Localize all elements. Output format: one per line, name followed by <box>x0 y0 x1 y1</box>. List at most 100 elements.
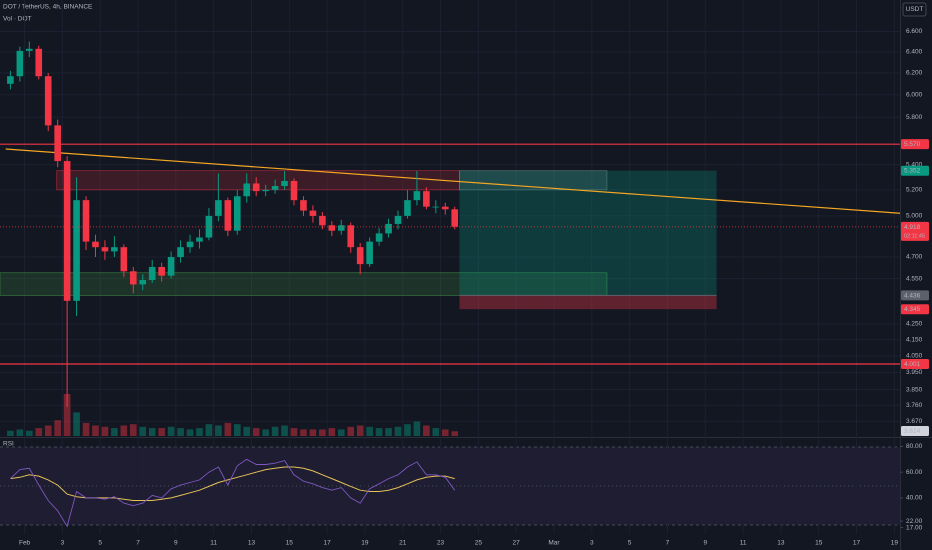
rsi-label: RSI <box>3 441 14 448</box>
x-tick-label: Feb <box>19 540 31 547</box>
volume-bar <box>337 429 345 436</box>
volume-bar <box>441 429 449 436</box>
volume-bar <box>404 424 411 436</box>
y-tick-label: 3.760 <box>906 402 923 409</box>
volume-value-text: 3.614 <box>904 428 921 435</box>
zone[interactable] <box>459 170 608 191</box>
candle-body <box>215 200 222 216</box>
candle-body <box>337 225 345 231</box>
currency-box[interactable] <box>902 2 927 17</box>
x-tick-label: 19 <box>361 540 369 547</box>
candle-body <box>233 196 241 231</box>
volume-bar <box>375 428 383 436</box>
volume-bar <box>101 426 109 436</box>
x-tick-label: 3 <box>61 540 65 547</box>
candle-body <box>394 215 402 224</box>
y-tick-label: 5.200 <box>906 187 923 194</box>
x-tick-label: 21 <box>399 540 407 547</box>
volume-bar <box>385 428 392 436</box>
candle-body <box>148 266 156 281</box>
volume-bar <box>63 394 71 436</box>
level-label-text: 4.001 <box>904 361 921 368</box>
volume-bar <box>394 426 402 436</box>
candle-body <box>441 206 449 210</box>
entry-label-text: 4.436 <box>904 292 921 299</box>
volume-bar <box>148 428 156 436</box>
volume-bar <box>158 428 165 436</box>
volume-bar <box>356 425 364 436</box>
volume-bar <box>35 428 43 436</box>
candle-body <box>186 241 194 248</box>
target-label-text: 5.352 <box>904 168 921 175</box>
y-tick-label: 3.850 <box>906 386 923 393</box>
level-label-text: 5.570 <box>904 141 921 148</box>
x-tick-label: 13 <box>777 540 785 547</box>
stop-label-text: 4.345 <box>904 306 921 313</box>
y-tick-label: 6.000 <box>906 91 923 98</box>
stop-label-box <box>901 304 929 315</box>
candle-body <box>111 247 118 252</box>
volume-bar <box>177 428 184 436</box>
candle-body <box>309 210 317 216</box>
candle-body <box>319 215 326 226</box>
countdown-text: 02:11:45 <box>904 233 925 239</box>
volume-bar <box>366 426 373 436</box>
volume-bar <box>54 420 61 436</box>
candle-body <box>139 280 147 285</box>
candle-body <box>281 180 288 187</box>
position-loss <box>459 295 717 310</box>
candle-body <box>243 183 251 197</box>
candle-body <box>375 233 383 242</box>
x-tick-label: 15 <box>815 540 823 547</box>
rsi-line <box>10 458 456 528</box>
candle-body <box>385 223 392 234</box>
volume-bar <box>300 429 307 436</box>
x-tick-label: 27 <box>513 540 521 547</box>
candle-body <box>158 266 165 276</box>
volume-bar <box>129 424 137 436</box>
volume-bar <box>252 428 260 436</box>
volume-bar <box>262 429 269 436</box>
volume-bar <box>319 429 326 436</box>
current-price-text: 4.918 <box>904 224 921 231</box>
volume-bar <box>92 425 99 436</box>
candle-body <box>196 237 203 242</box>
candle-body <box>413 191 421 201</box>
candle-body <box>356 247 364 265</box>
y-tick-label: 4.700 <box>906 254 923 261</box>
candle-body <box>82 200 90 242</box>
x-tick-label: 11 <box>210 540 217 547</box>
volume-bar <box>205 424 213 436</box>
currency-label[interactable]: USDT <box>906 6 924 13</box>
x-tick-label: 5 <box>628 540 632 547</box>
candle-body <box>44 76 52 126</box>
candle-body <box>252 183 260 192</box>
candle-body <box>224 200 232 231</box>
rsi-tick-label: 22.00 <box>906 518 923 525</box>
candle-body <box>451 209 459 227</box>
volume-bar <box>82 422 90 436</box>
volume-bar <box>44 425 52 436</box>
y-tick-label: 3.670 <box>906 418 923 425</box>
rsi-band <box>0 447 900 525</box>
position-profit <box>459 170 717 296</box>
level-label-box <box>901 139 929 150</box>
trendline <box>5 148 901 214</box>
volume-bar <box>215 425 222 436</box>
x-tick-label: 15 <box>286 540 294 547</box>
candle-body <box>63 161 71 301</box>
volume-bar <box>139 426 147 436</box>
volume-bar <box>233 424 241 436</box>
y-tick-label: 6.400 <box>906 49 923 56</box>
volume-bar <box>7 430 14 436</box>
volume-bar <box>25 430 33 436</box>
candle-body <box>347 225 355 248</box>
volume-bar <box>186 429 194 436</box>
volume-bar <box>432 428 440 436</box>
x-tick-label: 17 <box>853 540 861 547</box>
candle-body <box>271 186 279 190</box>
y-tick-label: 5.800 <box>906 114 923 121</box>
volume-bar <box>309 429 317 436</box>
